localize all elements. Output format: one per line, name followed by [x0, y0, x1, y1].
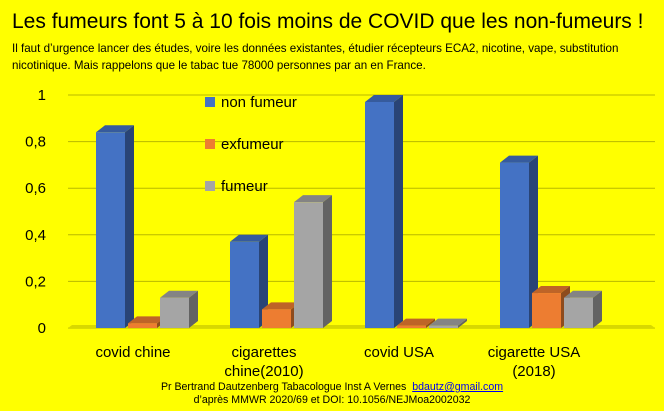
bar — [397, 318, 435, 328]
footer: Pr Bertrand Dautzenberg Tabacologue Inst… — [0, 381, 664, 407]
y-tick-label: 0 — [38, 320, 46, 337]
y-tick-label: 1 — [38, 87, 46, 104]
footer-source: d’après MMWR 2020/69 et DOI: 10.1056/NEJ… — [193, 394, 471, 406]
bar — [160, 290, 198, 328]
bar — [429, 318, 467, 328]
legend-label: exfumeur — [221, 136, 284, 153]
bar-chart: 0 0,2 0,4 0,6 0,8 1 covid chine cigarettes chine… — [25, 87, 655, 380]
legend-label: fumeur — [221, 178, 268, 195]
legend-label: non fumeur — [221, 94, 297, 111]
y-tick-label: 0,6 — [25, 180, 46, 197]
x-category-label: cigarette USA (2018) — [488, 344, 581, 380]
chart-subtitle: Il faut d’urgence lancer des études, voi… — [12, 42, 619, 72]
legend-swatch — [205, 97, 215, 107]
footer-email-link[interactable]: bdautz@gmail.com — [412, 381, 504, 393]
bar — [500, 155, 538, 328]
bar — [564, 290, 602, 328]
bar — [365, 94, 403, 329]
legend-swatch — [205, 181, 215, 191]
bar — [294, 195, 332, 328]
y-tick-label: 0,4 — [25, 227, 46, 244]
y-tick-label: 0,8 — [25, 134, 46, 151]
x-category-label: cigarettes chine(2010) — [224, 344, 303, 380]
x-category-label: covid USA — [364, 344, 434, 361]
footer-author-line: Pr Bertrand Dautzenberg Tabacologue Inst… — [0, 381, 664, 394]
chart-title: Les fumeurs font 5 à 10 fois moins de CO… — [12, 10, 644, 33]
legend-swatch — [205, 139, 215, 149]
x-category-label: covid chine — [95, 344, 170, 361]
bar — [230, 234, 268, 328]
bar — [96, 125, 134, 328]
footer-author: Pr Bertrand Dautzenberg Tabacologue Inst… — [160, 381, 407, 393]
y-tick-label: 0,2 — [25, 273, 46, 290]
